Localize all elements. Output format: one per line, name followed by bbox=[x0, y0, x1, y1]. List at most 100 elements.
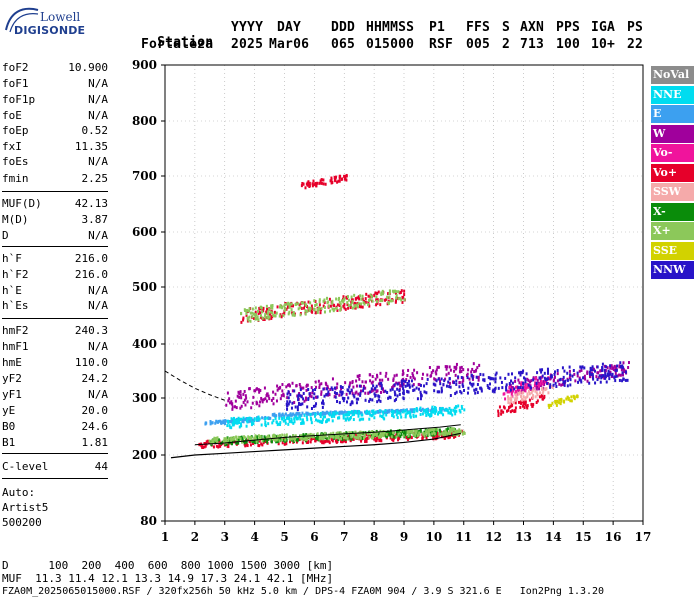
data-point bbox=[277, 387, 280, 391]
data-point bbox=[338, 416, 341, 420]
data-point bbox=[452, 427, 455, 431]
data-point bbox=[321, 441, 324, 445]
data-point bbox=[313, 299, 316, 303]
data-point bbox=[404, 413, 407, 417]
data-point bbox=[409, 375, 412, 379]
data-point bbox=[291, 389, 294, 393]
data-point bbox=[437, 365, 440, 369]
data-point bbox=[341, 390, 344, 394]
data-point bbox=[462, 376, 465, 380]
data-point bbox=[341, 396, 344, 400]
data-point bbox=[237, 418, 240, 422]
data-point bbox=[258, 444, 261, 448]
data-point bbox=[519, 401, 522, 405]
data-point bbox=[230, 437, 233, 441]
data-point bbox=[245, 419, 248, 423]
data-point bbox=[248, 387, 251, 391]
data-point bbox=[520, 387, 523, 391]
data-point bbox=[510, 379, 513, 383]
data-point bbox=[583, 366, 586, 370]
data-point bbox=[230, 438, 233, 442]
data-point bbox=[249, 443, 252, 447]
data-point bbox=[386, 409, 389, 413]
data-point bbox=[346, 437, 349, 441]
data-point bbox=[513, 387, 516, 391]
data-point bbox=[591, 376, 594, 380]
param-value: 44 bbox=[94, 460, 108, 473]
data-point bbox=[309, 432, 312, 436]
data-point bbox=[331, 299, 334, 303]
data-point bbox=[208, 439, 211, 443]
data-point bbox=[412, 383, 415, 387]
data-point bbox=[350, 401, 353, 405]
data-point bbox=[404, 415, 407, 419]
data-point bbox=[414, 431, 417, 435]
data-point bbox=[573, 395, 576, 399]
data-point bbox=[252, 422, 255, 426]
data-point bbox=[381, 415, 384, 419]
data-point bbox=[415, 414, 418, 418]
data-point bbox=[286, 403, 289, 407]
data-point bbox=[504, 397, 507, 401]
data-point bbox=[365, 409, 368, 413]
data-point bbox=[300, 395, 303, 399]
data-point bbox=[406, 431, 409, 435]
data-point bbox=[374, 291, 377, 295]
data-point bbox=[357, 436, 360, 440]
data-point bbox=[401, 369, 404, 373]
data-point bbox=[305, 388, 308, 392]
data-point bbox=[570, 399, 573, 403]
data-point bbox=[440, 386, 443, 390]
data-point bbox=[605, 380, 608, 384]
data-point bbox=[299, 385, 302, 389]
data-point bbox=[244, 418, 247, 422]
data-point bbox=[376, 298, 379, 302]
param-value: N/A bbox=[88, 77, 108, 90]
data-point bbox=[331, 377, 334, 381]
data-point bbox=[526, 404, 529, 408]
data-point bbox=[230, 441, 233, 445]
data-point bbox=[482, 378, 485, 382]
data-point bbox=[386, 432, 389, 436]
data-point bbox=[264, 314, 267, 318]
data-point bbox=[255, 439, 258, 443]
data-point bbox=[466, 391, 469, 395]
data-point bbox=[421, 412, 424, 416]
data-point bbox=[329, 387, 332, 391]
data-point bbox=[287, 414, 290, 418]
data-point bbox=[216, 440, 219, 444]
data-point bbox=[462, 379, 465, 383]
data-point bbox=[275, 435, 278, 439]
data-point bbox=[402, 434, 405, 438]
data-point bbox=[262, 441, 265, 445]
data-point bbox=[230, 400, 233, 404]
data-point bbox=[239, 393, 242, 397]
data-point bbox=[427, 433, 430, 437]
data-point bbox=[614, 369, 617, 373]
data-point bbox=[212, 445, 215, 449]
data-point bbox=[375, 300, 378, 304]
data-point bbox=[494, 377, 497, 381]
data-point bbox=[226, 436, 229, 440]
data-point bbox=[340, 390, 343, 394]
data-point bbox=[392, 290, 395, 294]
data-point bbox=[231, 437, 234, 441]
data-point bbox=[580, 366, 583, 370]
data-point bbox=[273, 412, 276, 416]
data-point bbox=[407, 434, 410, 438]
data-point bbox=[618, 365, 621, 369]
data-point bbox=[368, 298, 371, 302]
data-point bbox=[238, 392, 241, 396]
data-point bbox=[555, 403, 558, 407]
data-point bbox=[224, 439, 227, 443]
data-point bbox=[510, 395, 513, 399]
data-point bbox=[267, 422, 270, 426]
data-point bbox=[367, 391, 370, 395]
data-point bbox=[389, 396, 392, 400]
data-point bbox=[395, 435, 398, 439]
data-point bbox=[524, 377, 527, 381]
data-point bbox=[572, 368, 575, 372]
data-point bbox=[397, 432, 400, 436]
data-point bbox=[241, 440, 244, 444]
data-point bbox=[427, 413, 430, 417]
